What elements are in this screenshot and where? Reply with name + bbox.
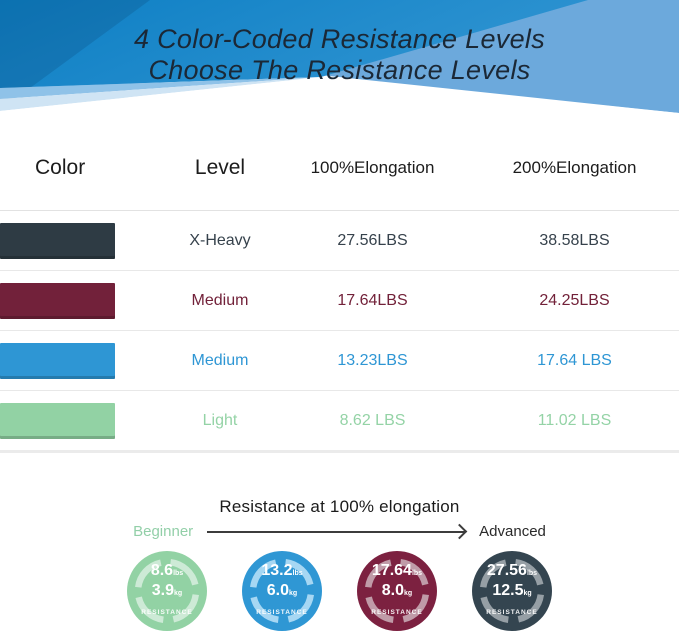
column-header-level: Level: [194, 155, 246, 179]
legend-arrow-row: Beginner Advanced: [0, 523, 679, 540]
banner-title: 4 Color-Coded Resistance Levels Choose T…: [0, 24, 679, 86]
resistance-table: Color Level 100%Elongation 200%Elongatio…: [0, 125, 679, 453]
badge-lbs-value: 13.2: [261, 561, 293, 579]
banner-title-line1: 4 Color-Coded Resistance Levels: [133, 24, 546, 54]
color-swatch-medium-blue: [0, 342, 115, 379]
banner-decoration: [0, 0, 679, 125]
badge-kg-unit: kg: [404, 589, 413, 597]
badge-resistance-label: RESISTANCE: [141, 608, 193, 616]
badge-kg-value: 8.0: [381, 581, 405, 599]
badge-text: 17.64lbs 8.0kg RESISTANCE: [357, 551, 437, 631]
badge-text: 27.56lbs 12.5kg RESISTANCE: [472, 551, 552, 631]
badge-resistance-label: RESISTANCE: [256, 608, 308, 616]
badge-kg-unit: kg: [523, 589, 532, 597]
dashed-ring-icon: [479, 558, 545, 624]
column-header-color: Color: [35, 155, 86, 179]
dashed-ring-icon: [364, 558, 430, 624]
banner-title-line2: Choose The Resistance Levels: [148, 55, 531, 85]
table-row: X-Heavy 27.56LBS 38.58LBS: [0, 211, 679, 271]
header-banner: 4 Color-Coded Resistance Levels Choose T…: [0, 0, 679, 125]
column-header-200-elongation: 200%Elongation: [512, 157, 637, 177]
level-cell: X-Heavy: [189, 231, 251, 249]
badge-kg-value: 6.0: [266, 581, 290, 599]
legend-title: Resistance at 100% elongation: [219, 497, 460, 516]
badge-text: 8.6lbs 3.9kg RESISTANCE: [127, 551, 207, 631]
color-swatch-light: [0, 402, 115, 439]
badge-lbs-unit: lbs: [526, 569, 538, 577]
badge-lbs-value: 27.56: [486, 561, 527, 579]
badge-kg-value: 3.9: [151, 581, 175, 599]
elongation-100-cell: 8.62 LBS: [339, 411, 406, 429]
color-swatch-xheavy: [0, 222, 115, 259]
badge-kg-value: 12.5: [492, 581, 524, 599]
elongation-200-cell: 11.02 LBS: [537, 411, 612, 429]
badge-dark-slate: 27.56lbs 12.5kg RESISTANCE: [472, 551, 552, 631]
badge-lbs-unit: lbs: [173, 569, 184, 577]
elongation-200-cell: 17.64 LBS: [537, 351, 612, 369]
elongation-200-cell: 24.25LBS: [539, 291, 610, 309]
level-cell: Medium: [191, 291, 249, 309]
badge-text: 13.2lbs 6.0kg RESISTANCE: [242, 551, 322, 631]
badge-blue: 13.2lbs 6.0kg RESISTANCE: [242, 551, 322, 631]
elongation-100-cell: 27.56LBS: [337, 231, 408, 249]
elongation-100-cell: 17.64LBS: [337, 291, 408, 309]
level-cell: Light: [202, 411, 238, 429]
table-row: Light 8.62 LBS 11.02 LBS: [0, 391, 679, 453]
badge-lbs-unit: lbs: [292, 569, 303, 577]
color-swatch-medium-maroon: [0, 282, 115, 319]
column-header-100-elongation: 100%Elongation: [310, 157, 435, 177]
elongation-200-cell: 38.58LBS: [539, 231, 610, 249]
table-header-row: Color Level 100%Elongation 200%Elongatio…: [0, 125, 679, 211]
table-row: Medium 17.64LBS 24.25LBS: [0, 271, 679, 331]
advanced-label: Advanced: [479, 523, 546, 540]
elongation-100-cell: 13.23LBS: [337, 351, 408, 369]
badge-lbs-value: 17.64: [371, 561, 412, 579]
dashed-ring-icon: [134, 558, 200, 624]
table-row: Medium 13.23LBS 17.64 LBS: [0, 331, 679, 391]
legend-section: Resistance at 100% elongation Beginner A…: [0, 497, 679, 540]
badge-light-green: 8.6lbs 3.9kg RESISTANCE: [127, 551, 207, 631]
level-cell: Medium: [191, 351, 249, 369]
beginner-label: Beginner: [133, 523, 194, 540]
badge-resistance-label: RESISTANCE: [371, 608, 423, 616]
badge-kg-unit: kg: [174, 589, 183, 597]
right-arrow-icon: [207, 530, 466, 533]
badge-kg-unit: kg: [289, 589, 298, 597]
badge-lbs-unit: lbs: [411, 569, 423, 577]
badge-lbs-value: 8.6: [150, 561, 174, 579]
dashed-ring-icon: [249, 558, 315, 624]
badge-maroon: 17.64lbs 8.0kg RESISTANCE: [357, 551, 437, 631]
badge-resistance-label: RESISTANCE: [486, 608, 538, 616]
resistance-badges: 8.6lbs 3.9kg RESISTANCE 13.2lbs 6.0kg RE…: [0, 551, 679, 631]
